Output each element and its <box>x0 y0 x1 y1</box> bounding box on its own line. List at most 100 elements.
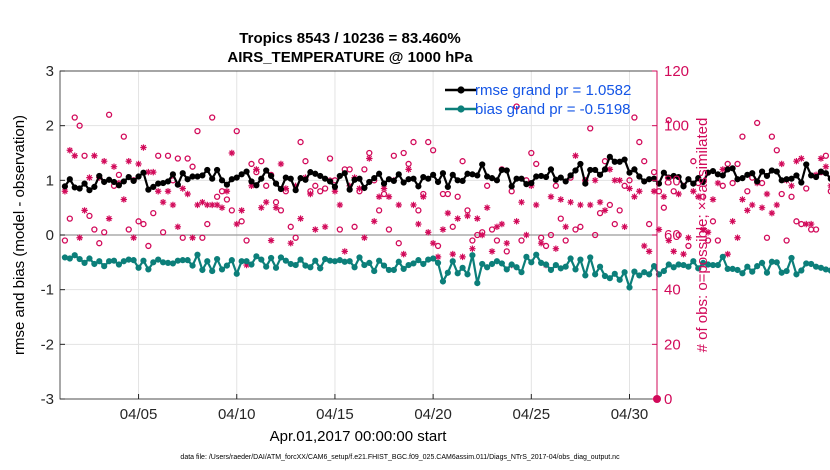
rmse-point <box>636 173 643 180</box>
obs-possible-point <box>429 147 437 154</box>
obs-possible-point <box>243 237 250 244</box>
rmse-point <box>71 184 78 191</box>
obs-assimilated-point <box>533 201 540 209</box>
rmse-point <box>523 181 530 188</box>
bias-point <box>513 264 520 271</box>
obs-assimilated-point <box>194 201 201 209</box>
obs-assimilated-point <box>798 155 805 162</box>
rmse-point <box>248 178 255 185</box>
obs-assimilated-point <box>277 160 285 168</box>
obs-assimilated-point <box>145 168 152 176</box>
obs-possible-point <box>621 182 628 189</box>
bias-point <box>356 254 363 261</box>
bias-point <box>754 263 761 270</box>
obs-possible-point <box>803 185 810 192</box>
rmse-point <box>758 168 766 175</box>
bias-point <box>125 256 132 263</box>
obs-possible-point <box>76 122 83 129</box>
rmse-point <box>646 176 653 183</box>
obs-assimilated-point <box>395 201 402 209</box>
rmse-point <box>778 177 785 184</box>
x-tick-label: 04/30 <box>611 406 649 423</box>
obs-assimilated-point <box>479 231 486 239</box>
obs-possible-point <box>155 152 162 159</box>
rmse-point <box>366 178 373 186</box>
bias-point <box>577 256 584 263</box>
bias-point <box>793 271 800 278</box>
right-axis-label: # of obs: o=possible; ×=assimilated <box>694 118 711 353</box>
obs-assimilated-point <box>356 185 363 192</box>
obs-assimilated-point <box>233 220 240 228</box>
rmse-point <box>557 174 564 181</box>
rmse-point <box>533 173 540 180</box>
obs-possible-point <box>641 158 648 165</box>
obs-possible-point <box>135 218 142 225</box>
left-tick-label: 3 <box>46 63 54 80</box>
bias-point <box>587 254 594 261</box>
bias-point <box>616 276 623 283</box>
rmse-point <box>155 180 162 187</box>
obs-assimilated-point <box>572 152 579 159</box>
obs-possible-point <box>709 218 717 225</box>
bias-point <box>763 269 771 276</box>
obs-possible-point <box>115 171 123 179</box>
obs-possible-point <box>611 220 618 228</box>
obs-possible-point <box>596 209 604 217</box>
obs-assimilated-point <box>596 199 604 206</box>
legend: rmse grand pr = 1.0582 bias grand pr = -… <box>445 82 631 118</box>
obs-assimilated-point <box>154 188 162 195</box>
rmse-point <box>380 180 388 187</box>
obs-assimilated-point <box>218 204 226 211</box>
obs-possible-point <box>483 182 491 189</box>
obs-possible-point <box>395 240 402 247</box>
obs-possible-point <box>326 155 334 162</box>
rmse-point <box>822 170 829 177</box>
obs-assimilated-point <box>621 223 628 230</box>
obs-possible-point <box>336 226 343 233</box>
rmse-point <box>729 165 736 172</box>
rmse-point <box>272 180 280 187</box>
obs-assimilated-point <box>552 245 560 252</box>
obs-possible-point <box>66 215 73 222</box>
obs-assimilated-point <box>169 201 177 209</box>
rmse-point <box>61 183 69 190</box>
obs-assimilated-point <box>71 152 78 159</box>
bias-point <box>596 263 604 270</box>
obs-assimilated-point <box>606 166 614 173</box>
rmse-point <box>714 171 721 178</box>
obs-possible-point <box>528 149 535 157</box>
obs-assimilated-point <box>631 193 638 200</box>
obs-assimilated-point <box>749 201 756 209</box>
obs-assimilated-point <box>763 190 771 198</box>
bias-point <box>218 266 226 273</box>
obs-possible-point <box>714 237 722 244</box>
obs-possible-point <box>636 138 643 146</box>
obs-assimilated-point <box>86 174 93 181</box>
obs-possible-point <box>739 133 746 140</box>
obs-assimilated-point <box>822 163 830 170</box>
obs-assimilated-point <box>272 204 280 211</box>
bias-point <box>567 255 574 262</box>
left-axis-label: rmse and bias (model - observation) <box>11 115 28 355</box>
x-axis: 04/05 04/10 04/15 04/20 04/25 04/30 <box>120 394 649 423</box>
obs-possible-point <box>61 237 69 244</box>
obs-possible-point <box>665 117 672 124</box>
obs-assimilated-point <box>704 229 712 236</box>
bias-series <box>61 251 830 291</box>
obs-possible-point <box>763 234 771 241</box>
rmse-point <box>331 183 339 190</box>
obs-assimilated-point <box>788 182 795 189</box>
rmse-point <box>371 175 378 182</box>
obs-possible-point <box>493 237 501 244</box>
obs-possible-point <box>140 220 147 228</box>
obs-possible-point <box>351 223 358 230</box>
bias-point <box>773 259 780 266</box>
bias-point <box>150 259 157 266</box>
bias-point <box>253 253 260 260</box>
obs-assimilated-point <box>513 218 520 225</box>
obs-assimilated-point <box>425 229 432 236</box>
obs-assimilated-point <box>523 231 530 239</box>
bias-point <box>331 258 339 265</box>
obs-assimilated-point <box>562 223 569 230</box>
rmse-point <box>204 166 211 174</box>
